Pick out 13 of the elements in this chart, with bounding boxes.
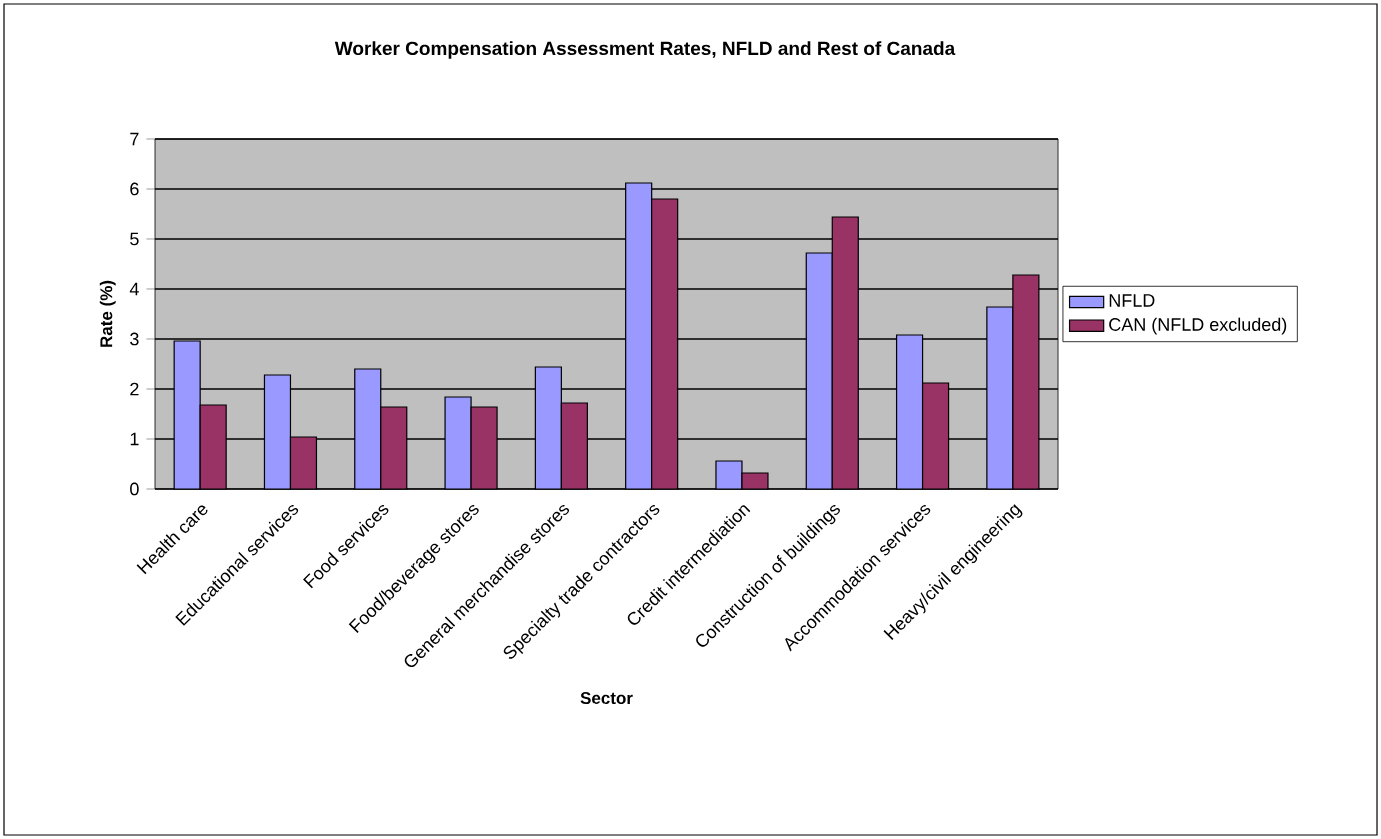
legend-label: NFLD [1109,294,1155,307]
y-tick-label: 6 [130,182,139,196]
y-tick-label: 7 [130,132,139,146]
y-tick-label: 2 [130,382,139,396]
y-axis-title: Rate (%) [99,280,116,347]
y-tick-label: 0 [130,482,139,496]
x-axis-title: Sector [580,692,633,705]
legend-label: CAN (NFLD excluded) [1109,317,1287,335]
y-tick-label: 5 [130,232,139,246]
chart-title: Worker Compensation Assessment Rates, NFLD and Rest of Canada [334,41,956,59]
y-tick-label: 4 [129,282,139,296]
y-tick-label: 3 [130,332,139,346]
y-tick-label: 1 [130,432,139,446]
